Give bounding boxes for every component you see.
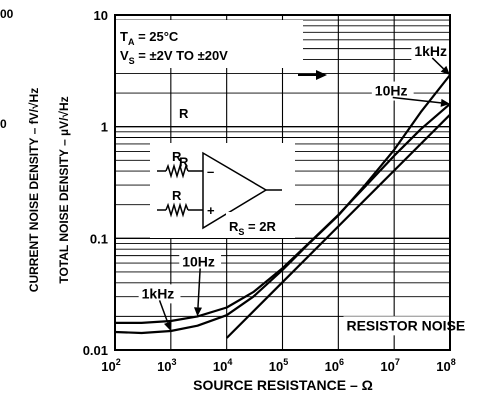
annotation-label: R xyxy=(179,154,189,169)
annotation-label: R xyxy=(179,106,189,121)
x-tick-label: 107 xyxy=(380,357,399,374)
annotation-label-bg xyxy=(179,252,222,272)
conditions-box-bg xyxy=(115,20,303,68)
left-axis-fragments: 00 0 xyxy=(0,7,14,131)
annotation-leader-line xyxy=(392,96,442,104)
circuit-r2-label: R xyxy=(172,188,182,203)
circuit-r1-label: R xyxy=(172,149,182,164)
annotation-arrowhead-icon xyxy=(440,65,450,76)
rs-label-bg xyxy=(226,212,294,234)
annotation-arrowhead-icon xyxy=(164,321,172,331)
opamp-minus-label: – xyxy=(207,164,214,179)
y-tick-label: 0.01 xyxy=(83,343,108,358)
condition-vs: VS = ±2V TO ±20V xyxy=(120,48,228,66)
condition-ta: TA = 25°C xyxy=(120,29,179,47)
annotation-leader-line xyxy=(197,268,201,308)
annotation-label-bg xyxy=(343,316,475,336)
conditions-box: TA = 25°C VS = ±2V TO ±20V xyxy=(115,20,303,68)
resistor-r1-icon xyxy=(165,163,189,179)
right-arrow xyxy=(298,70,327,80)
x-tick-label: 106 xyxy=(325,357,344,374)
series-line-1khz xyxy=(114,74,451,335)
resistor-r2-icon xyxy=(165,202,189,218)
annotation-leader-line xyxy=(431,57,445,70)
circuit-diagram: R R – + RS = 2R xyxy=(150,143,295,238)
x-axis-label: SOURCE RESISTANCE – Ω xyxy=(193,377,373,393)
x-tick-label: 108 xyxy=(436,357,455,374)
y-tick-label: 1 xyxy=(101,120,108,135)
annotation-label: 1kHz xyxy=(142,285,175,301)
y-axis-outer-label: CURRENT NOISE DENSITY – fV/√Hz xyxy=(27,88,41,292)
y-tick-label: 10 xyxy=(94,8,108,23)
annotation-arrowhead-icon xyxy=(440,98,450,107)
x-tick-label: 103 xyxy=(157,357,176,374)
opamp-plus-label: + xyxy=(207,203,215,218)
y-tick-labels: 10 1 0.1 0.01 xyxy=(83,8,108,358)
left-axis-fragment-top: 00 xyxy=(0,7,14,21)
annotation-label-bg xyxy=(138,284,181,304)
annotation-label: 10Hz xyxy=(375,83,408,99)
series-layer xyxy=(114,74,451,339)
annotation-label: RESISTOR NOISE xyxy=(346,317,465,333)
series-line-10hz xyxy=(115,103,451,324)
left-axis-fragment-mid: 0 xyxy=(0,117,7,131)
x-tick-label: 102 xyxy=(101,357,120,374)
rs-label: RS = 2R xyxy=(229,219,276,237)
annotation-label: 1kHz xyxy=(414,43,447,59)
y-tick-label: 0.1 xyxy=(90,231,108,246)
x-tick-labels: 102 103 104 105 106 107 108 xyxy=(101,357,455,374)
annotation-label-bg xyxy=(371,81,414,101)
plot-frame xyxy=(114,14,451,351)
y-axis-inner-label: TOTAL NOISE DENSITY – µV/√Hz xyxy=(57,96,71,283)
x-tick-label: 104 xyxy=(213,357,232,374)
annotation-label: 10Hz xyxy=(182,253,215,269)
opamp-triangle-icon xyxy=(202,151,268,230)
series-line-resistor-noise xyxy=(225,113,451,339)
x-tick-label: 105 xyxy=(269,357,288,374)
annotation-leader-line xyxy=(158,300,169,323)
annotation-arrowhead-icon xyxy=(194,307,202,317)
right-arrow-head-icon xyxy=(316,70,327,80)
annotation-label-bg xyxy=(411,41,454,61)
